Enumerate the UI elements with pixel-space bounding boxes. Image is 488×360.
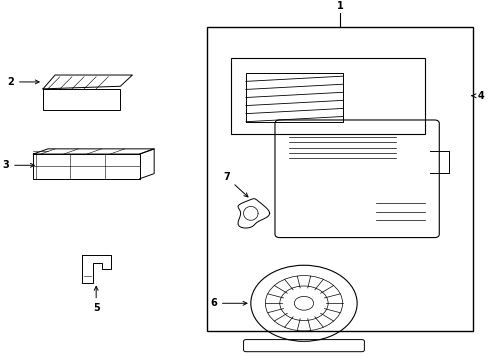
Text: 1: 1 bbox=[336, 1, 343, 11]
Text: 2: 2 bbox=[7, 77, 39, 87]
Text: 5: 5 bbox=[93, 287, 100, 313]
Bar bbox=[231, 58, 424, 134]
Bar bbox=[207, 27, 472, 331]
Text: 6: 6 bbox=[210, 298, 246, 308]
Text: 7: 7 bbox=[223, 172, 247, 197]
Bar bbox=[43, 89, 120, 109]
Bar bbox=[33, 154, 140, 179]
Text: 4: 4 bbox=[471, 91, 484, 101]
Text: 3: 3 bbox=[2, 160, 34, 170]
